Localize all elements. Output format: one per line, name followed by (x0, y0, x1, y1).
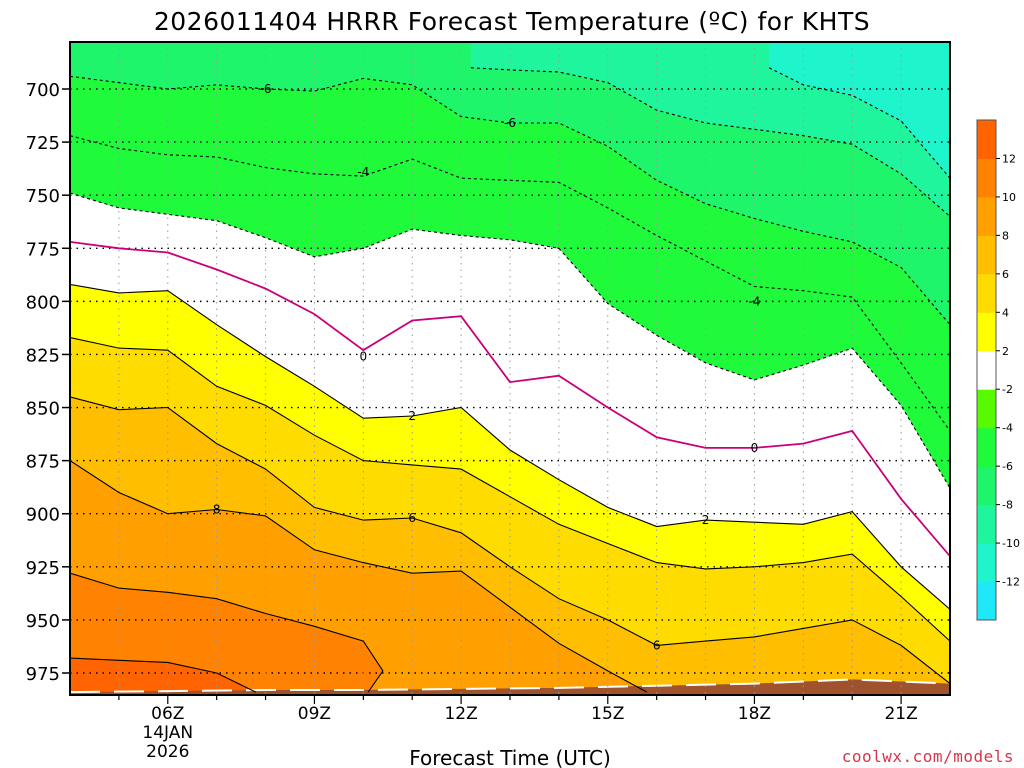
colorbar-swatch-3 (977, 466, 996, 506)
isotherm-8 (70, 460, 648, 693)
x-tick-sublabel-0: 14JAN (142, 723, 193, 743)
colorbar-label--8: -8 (1002, 499, 1013, 512)
colorbar-swatch-8 (977, 273, 996, 313)
isotherm-label-2-0: 2 (408, 409, 416, 423)
colorbar-frame (976, 119, 997, 621)
isotherm-label-0-0: 0 (360, 350, 368, 364)
isotherm-label--6-1: -6 (504, 116, 516, 130)
isotherm-4 (70, 336, 950, 642)
x-tick-label-12Z: 12Z (444, 704, 477, 724)
colorbar-swatch-1 (977, 543, 996, 583)
colorbar-label-10: 10 (1002, 191, 1016, 204)
y-tick-label-925: 925 (26, 558, 60, 579)
isotherm-lines (70, 67, 950, 693)
x-tick-label-21Z: 21Z (884, 704, 917, 724)
colorbar-swatch-11 (977, 158, 996, 198)
colorbar-swatch-9 (977, 235, 996, 275)
isotherm-labels: -6 -6 -4 -4 0 0 2 2 6 6 8 (213, 82, 761, 652)
colorbar-swatch-6 (977, 350, 996, 390)
x-axis-title: Forecast Time (UTC) (409, 746, 611, 768)
isotherm--2 (70, 135, 950, 432)
isotherm-6 (70, 396, 950, 685)
x-tick-label-09Z: 09Z (298, 704, 331, 724)
x-tick-sublabel-1: 2026 (146, 742, 189, 762)
colorbar-label-6: 6 (1002, 268, 1009, 281)
colorbar-label--2: -2 (1002, 383, 1013, 396)
colorbar-label--12: -12 (1002, 576, 1020, 589)
colorbar-swatch-12 (977, 120, 996, 159)
x-tick-label-15Z: 15Z (591, 704, 624, 724)
isotherm--10 (768, 67, 950, 179)
isotherm-10 (70, 572, 384, 693)
x-tick-label-06Z: 06Z (151, 704, 184, 724)
colorbar-label-8: 8 (1002, 229, 1009, 242)
plot-grid (70, 42, 950, 695)
colorbar-swatch-2 (977, 504, 996, 544)
y-tick-label-725: 725 (26, 133, 60, 154)
isotherm-label--4-1: -4 (748, 294, 760, 308)
colorbar-swatch-4 (977, 427, 996, 467)
chart-title: 2026011404 HRRR Forecast Temperature (ºC… (154, 7, 870, 36)
colorbar-label--10: -10 (1002, 537, 1020, 550)
site-credit: coolwx.com/models (842, 747, 1014, 766)
isotherm-label--6-0: -6 (260, 82, 272, 96)
y-tick-label-850: 850 (26, 399, 60, 420)
colorbar-label-4: 4 (1002, 306, 1009, 319)
colorbar-swatch-0 (977, 581, 996, 621)
isotherm-label--4-0: -4 (357, 165, 369, 179)
band--12--10 (769, 42, 950, 179)
colorbar-label--4: -4 (1002, 422, 1013, 435)
isotherm-label-6-0: 6 (408, 511, 416, 525)
isotherm-12 (70, 657, 257, 693)
y-tick-label-700: 700 (26, 80, 60, 101)
y-tick-label-900: 900 (26, 505, 60, 526)
y-tick-label-950: 950 (26, 611, 60, 632)
isotherm-label-2-1: 2 (702, 513, 710, 527)
colorbar-label-2: 2 (1002, 345, 1009, 358)
colorbar-swatch-10 (977, 196, 996, 236)
colorbar-legend: -12 -10 -8 -6 -4 -2 2 4 6 8 10 12 (976, 119, 1020, 621)
y-axis: 700 725 750 775 800 825 850 875 900 925 950 975 (26, 80, 70, 685)
y-tick-label-875: 875 (26, 452, 60, 473)
colorbar-swatch-5 (977, 389, 996, 429)
y-tick-label-825: 825 (26, 345, 60, 366)
isotherm-label-0-1: 0 (751, 441, 759, 455)
y-tick-label-975: 975 (26, 664, 60, 685)
colorbar-label--6: -6 (1002, 460, 1013, 473)
isotherm-label-6-1: 6 (653, 638, 661, 652)
isotherm-2 (70, 283, 950, 610)
isotherm-0 (70, 241, 950, 557)
ground-fill (70, 679, 950, 695)
temperature-fill-bands (70, 42, 950, 695)
colorbar-label-12: 12 (1002, 152, 1016, 165)
y-tick-label-800: 800 (26, 292, 60, 313)
y-tick-label-750: 750 (26, 186, 60, 207)
x-tick-label-18Z: 18Z (738, 704, 771, 724)
colorbar-swatch-7 (977, 312, 996, 352)
y-tick-label-775: 775 (26, 239, 60, 260)
isotherm-label-8-0: 8 (213, 502, 221, 516)
